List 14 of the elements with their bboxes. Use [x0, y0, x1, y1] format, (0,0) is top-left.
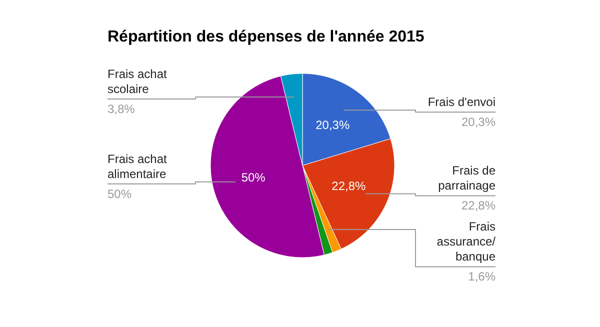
slice-label: Frais assurance/ banque [436, 220, 496, 264]
slice-label: Frais achat alimentaire [108, 152, 168, 181]
data-label: 1,6% [468, 270, 496, 284]
text: 20,3% [316, 118, 350, 132]
data-label: 20,3% [461, 115, 496, 130]
slice-label: Frais achat scolaire [108, 66, 168, 96]
text: 22,8% [332, 179, 366, 194]
slice-label: Frais d'envoi [428, 95, 496, 110]
chart-title: Répartition des dépenses de l'année 2015 [108, 28, 424, 46]
slice-label: Frais de parrainage [438, 164, 496, 193]
data-label: 22,8% [461, 198, 496, 213]
data-label: 50% [108, 186, 132, 201]
data-label: 3,8% [108, 102, 136, 116]
text: 50% [241, 170, 266, 184]
